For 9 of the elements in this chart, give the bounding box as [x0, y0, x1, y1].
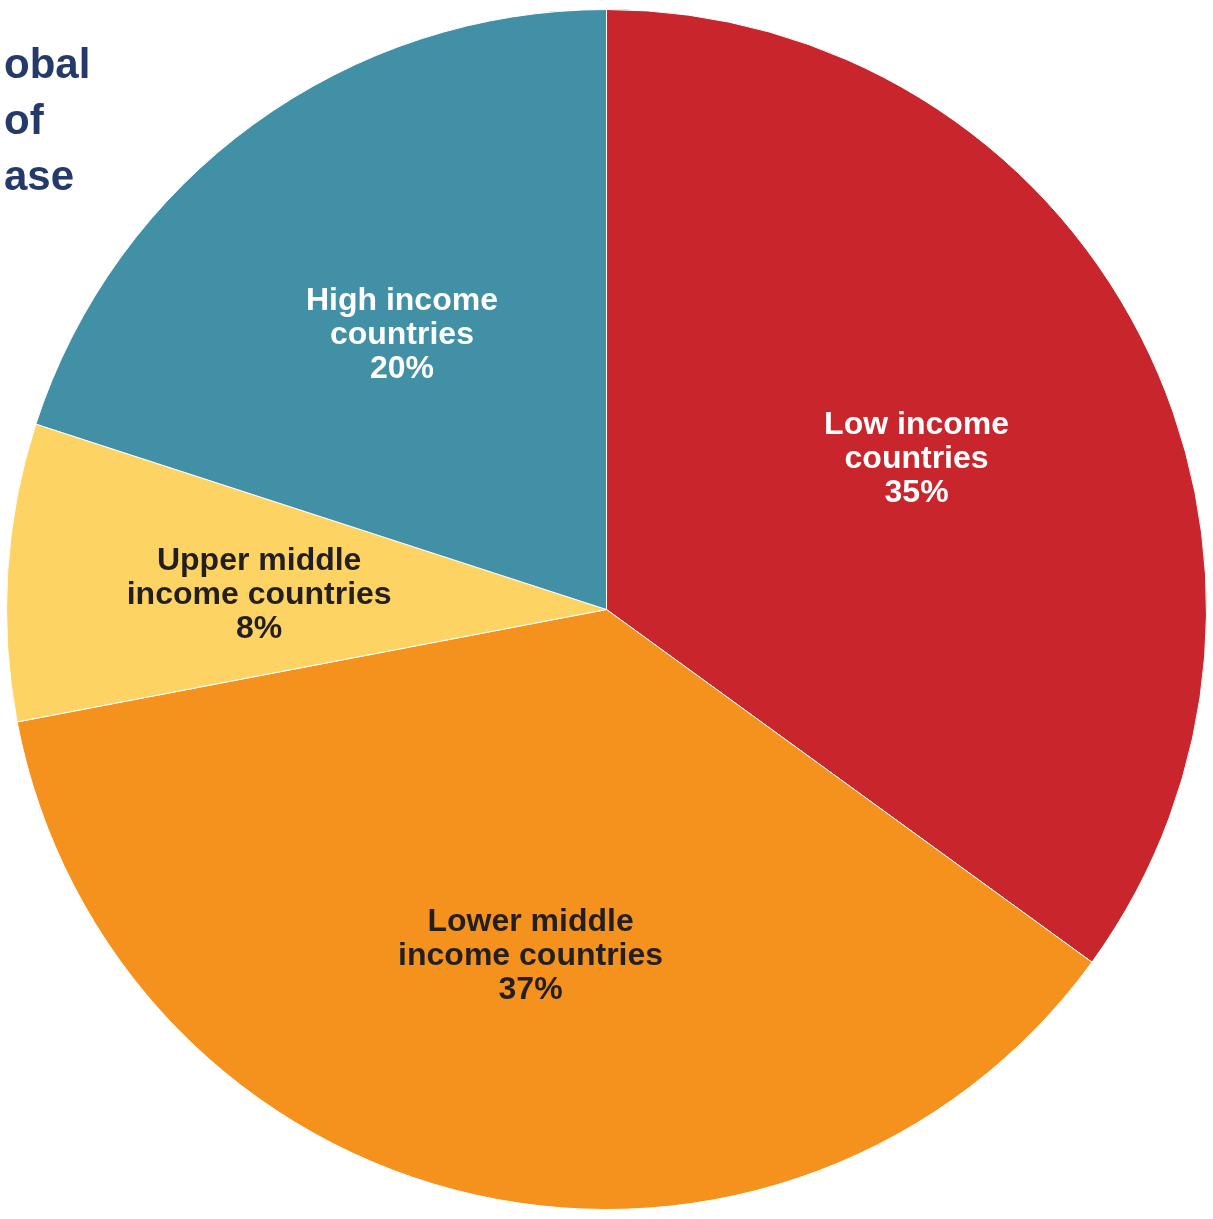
data-label: 35% [884, 472, 949, 509]
slice-label: Low income countries [824, 404, 1010, 475]
data-label: 8% [236, 608, 283, 645]
slice-label: Lower middle income countries [398, 902, 664, 973]
slice-label: High income countries [305, 280, 498, 351]
text: obal of ase [4, 40, 91, 199]
data-label: 37% [498, 970, 563, 1007]
data-label: 20% [369, 348, 434, 385]
slice-label: Upper middle income countries [126, 540, 392, 611]
